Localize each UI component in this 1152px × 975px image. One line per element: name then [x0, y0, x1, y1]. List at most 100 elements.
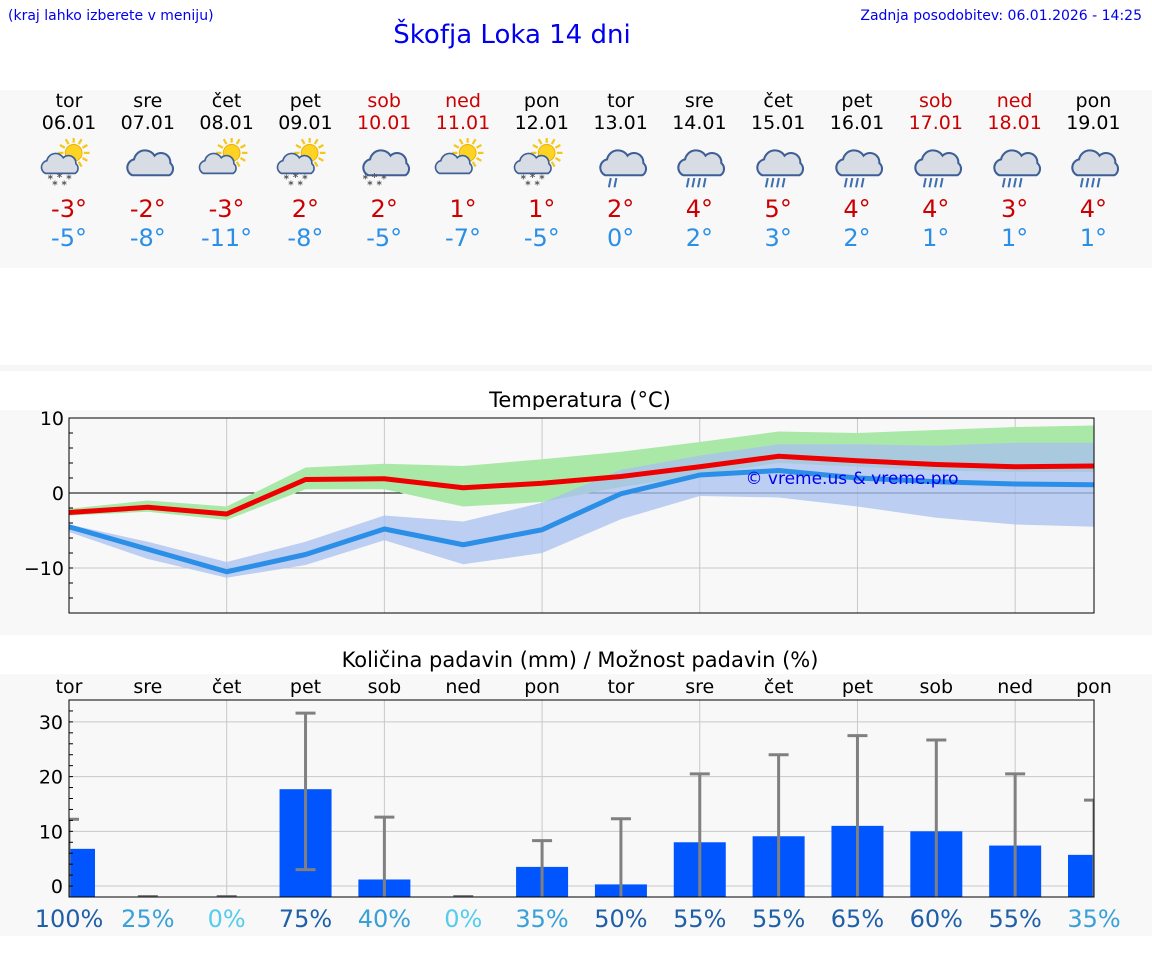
- svg-text:*: *: [66, 174, 72, 186]
- day-forecast: sre 07.01 -2° -8°: [109, 90, 187, 252]
- precipitation-ytick: 0: [51, 876, 63, 898]
- precip-probability: 65%: [831, 905, 884, 933]
- weather-icon: * * * * *: [30, 138, 108, 192]
- precipitation-day-label: ned: [445, 676, 481, 698]
- weather-icon: [739, 138, 817, 192]
- temp-min: 0°: [606, 224, 635, 252]
- svg-text:*: *: [381, 174, 387, 186]
- svg-text:*: *: [534, 179, 540, 191]
- svg-text:*: *: [289, 179, 295, 191]
- temperature-frame: [68, 417, 1095, 614]
- weather-icon: [818, 138, 896, 192]
- precip-probability: 100%: [35, 905, 104, 933]
- day-name: pet: [841, 90, 873, 112]
- precipitation-ytick: 10: [39, 821, 63, 843]
- temp-max: 3°: [1000, 195, 1029, 223]
- temperature-ytick: 10: [40, 410, 64, 430]
- svg-text:*: *: [57, 172, 63, 184]
- svg-text:*: *: [525, 179, 531, 191]
- temp-max: 5°: [764, 195, 792, 223]
- temperature-ytick: 0: [52, 483, 64, 505]
- precipitation-ytick: 30: [39, 712, 63, 734]
- day-forecast: čet 08.01 -3° -11°: [188, 90, 266, 252]
- temp-max: 1°: [528, 195, 556, 223]
- day-date: 13.01: [593, 112, 648, 134]
- series-line-min: [68, 468, 1095, 575]
- day-name: čet: [211, 90, 242, 112]
- temp-max: 4°: [1079, 195, 1108, 223]
- svg-text:*: *: [539, 174, 545, 186]
- temp-max: 4°: [685, 195, 714, 223]
- precipitation-day-label: sre: [685, 676, 714, 698]
- watermark: © vreme.us & vreme.pro: [745, 469, 958, 489]
- day-forecast: tor 06.01 * * * * * -3° -5°: [30, 90, 108, 252]
- svg-text:*: *: [284, 174, 290, 186]
- svg-text:*: *: [62, 179, 68, 191]
- precipitation-day-label: sob: [368, 676, 402, 698]
- precipitation-day-label: sob: [920, 676, 954, 698]
- day-date: 18.01: [987, 112, 1042, 134]
- svg-text:*: *: [52, 179, 58, 191]
- temp-min: -8°: [129, 224, 166, 252]
- precipitation-chart-title: Količina padavin (mm) / Možnost padavin …: [341, 648, 819, 672]
- weather-icon: [424, 138, 502, 192]
- precip-probability: 55%: [988, 905, 1041, 933]
- day-date: 15.01: [750, 112, 806, 134]
- precip-probability: 55%: [752, 905, 805, 933]
- day-date: 19.01: [1066, 112, 1121, 134]
- day-name: sre: [133, 90, 163, 112]
- svg-text:*: *: [372, 172, 378, 184]
- temp-min: -8°: [287, 224, 324, 252]
- day-date: 09.01: [278, 112, 333, 134]
- temp-max: -2°: [129, 195, 166, 223]
- day-name: ned: [996, 90, 1033, 112]
- temperature-ytick: −10: [24, 558, 64, 580]
- precipitation-day-label: čet: [212, 676, 242, 698]
- weather-icon: * * * * *: [266, 138, 344, 192]
- temperature-chart-title: Temperatura (°C): [489, 388, 671, 412]
- day-forecast: čet 15.01 5° 3°: [739, 90, 817, 252]
- temp-max: 2°: [291, 195, 320, 223]
- precip-probability: 60%: [910, 905, 963, 933]
- day-date: 08.01: [199, 112, 254, 134]
- temp-min: 1°: [1000, 224, 1029, 252]
- day-date: 11.01: [435, 112, 491, 134]
- svg-text:*: *: [298, 179, 304, 191]
- precip-probability: 0%: [208, 905, 246, 933]
- svg-text:*: *: [293, 172, 299, 184]
- day-name: ned: [445, 90, 481, 112]
- precipitation-day-label: čet: [764, 676, 794, 698]
- day-date: 12.01: [514, 112, 569, 134]
- location-hint: (kraj lahko izberete v meniju): [8, 8, 214, 24]
- precip-probability: 35%: [1067, 905, 1120, 933]
- precipitation-chart: tor sre čet pet sob ned pon tor sre čet pet sob ned p…: [0, 674, 1152, 936]
- svg-text:*: *: [303, 174, 309, 186]
- temp-max: 4°: [922, 195, 950, 223]
- precip-probability: 40%: [358, 905, 411, 933]
- temp-min: -7°: [445, 224, 481, 252]
- last-update: Zadnja posodobitev: 06.01.2026 - 14:25: [860, 8, 1142, 24]
- weather-icon: [582, 138, 660, 192]
- day-date: 07.01: [120, 112, 175, 134]
- precip-probability: 50%: [594, 905, 647, 933]
- precipitation-day-label: sre: [133, 676, 162, 698]
- svg-text:*: *: [377, 179, 383, 191]
- day-name: pet: [289, 90, 321, 112]
- day-forecast: pon 12.01 * * * * * 1° -5°: [503, 90, 581, 252]
- precipitation-day-label: pon: [1076, 676, 1112, 698]
- day-forecast: pet 16.01 4° 2°: [818, 90, 896, 252]
- day-date: 14.01: [672, 112, 727, 134]
- weather-icon: [897, 138, 975, 192]
- precip-probability: 0%: [444, 905, 482, 933]
- precip-probability: 75%: [279, 905, 332, 933]
- separator: [0, 365, 1152, 371]
- temp-max: 1°: [449, 195, 477, 223]
- precipitation-day-label: pet: [842, 676, 873, 698]
- temp-min: -5°: [523, 224, 560, 252]
- day-forecast: pet 09.01 * * * * * 2° -8°: [266, 90, 344, 252]
- temp-max: -3°: [51, 195, 87, 223]
- temp-min: 2°: [843, 224, 871, 252]
- day-name: tor: [607, 90, 635, 112]
- day-forecast: pon 19.01 4° 1°: [1054, 90, 1132, 252]
- precipitation-day-label: pet: [290, 676, 321, 698]
